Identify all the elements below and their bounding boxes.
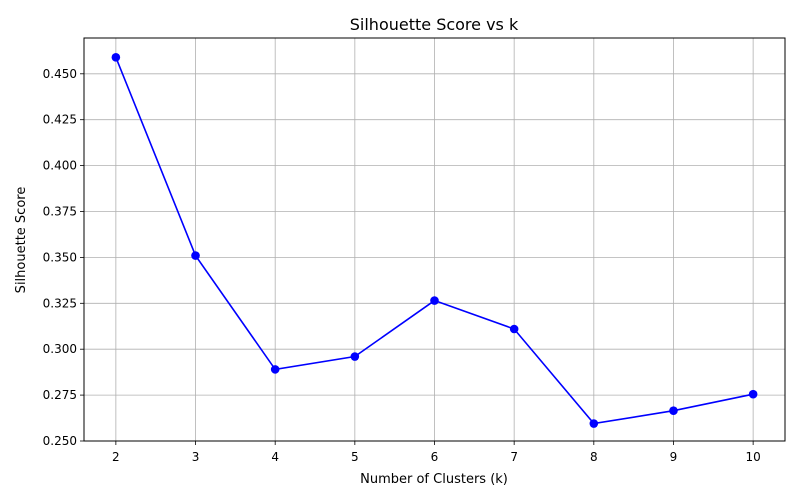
data-point	[270, 365, 280, 374]
x-axis-label: Number of Clusters (k)	[360, 472, 508, 487]
data-point	[111, 52, 121, 62]
x-tick-label: 5	[351, 450, 359, 464]
data-point	[589, 419, 599, 428]
data-point	[191, 251, 200, 260]
data-point	[669, 406, 678, 416]
x-tick-label: 4	[271, 450, 279, 464]
y-axis-label: Silhouette Score	[14, 187, 29, 294]
x-tick-label: 7	[510, 450, 518, 464]
y-tick-label: 0.300	[43, 342, 77, 356]
y-tick-label: 0.250	[43, 434, 77, 448]
x-tick-label: 10	[745, 450, 760, 464]
y-tick-label: 0.375	[43, 205, 77, 219]
x-tick-label: 2	[112, 450, 120, 464]
data-point	[350, 352, 360, 361]
data-point	[748, 389, 758, 399]
x-tick-label: 8	[590, 450, 598, 464]
ticks: 2 3 4 5 6 7 8 9 10 0.250 0.275 0.300 0.325 0.350 0.375…	[43, 67, 761, 464]
y-tick-label: 0.400	[43, 159, 77, 173]
y-tick-label: 0.425	[43, 113, 77, 127]
x-tick-label: 3	[192, 450, 200, 464]
y-tick-label: 0.275	[43, 388, 77, 402]
data-point	[430, 296, 439, 305]
series-layer	[111, 52, 758, 428]
x-tick-label: 6	[431, 450, 439, 464]
chart-title: Silhouette Score vs k	[350, 15, 519, 34]
x-tick-label: 9	[670, 450, 678, 464]
y-tick-label: 0.350	[43, 250, 77, 264]
data-point	[509, 324, 519, 334]
y-tick-label: 0.325	[43, 296, 77, 310]
y-tick-label: 0.450	[43, 67, 77, 81]
